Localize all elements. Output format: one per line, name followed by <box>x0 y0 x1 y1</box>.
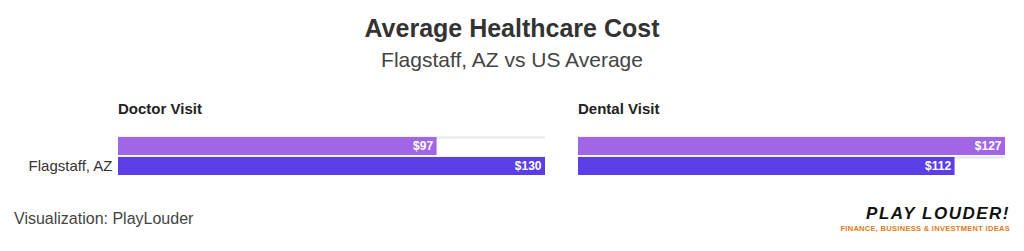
html-text:FINANCE, BUSINESS & INVESTMENT: FINANCE, BUSINESS & INVESTMENT IDEAS <box>840 224 1010 233</box>
html-text:Visualization: PlayLouder: Visualization: PlayLouder <box>14 210 194 227</box>
svg-text:$97: $97 <box>413 139 433 153</box>
html-text:Average Healthcare Cost: Average Healthcare Cost <box>364 14 660 42</box>
html-text:Flagstaff, AZ vs US Average: Flagstaff, AZ vs US Average <box>381 48 643 71</box>
svg-text:$127: $127 <box>975 139 1002 153</box>
svg-text:$130: $130 <box>515 159 542 173</box>
html-text:Dental Visit: Dental Visit <box>578 100 660 117</box>
html-text:Doctor Visit: Doctor Visit <box>118 100 202 117</box>
html-text:PLAY LOUDER!: PLAY LOUDER! <box>866 204 1010 223</box>
svg-text:$112: $112 <box>925 159 951 173</box>
svg-text:Flagstaff, AZ: Flagstaff, AZ <box>29 157 113 174</box>
